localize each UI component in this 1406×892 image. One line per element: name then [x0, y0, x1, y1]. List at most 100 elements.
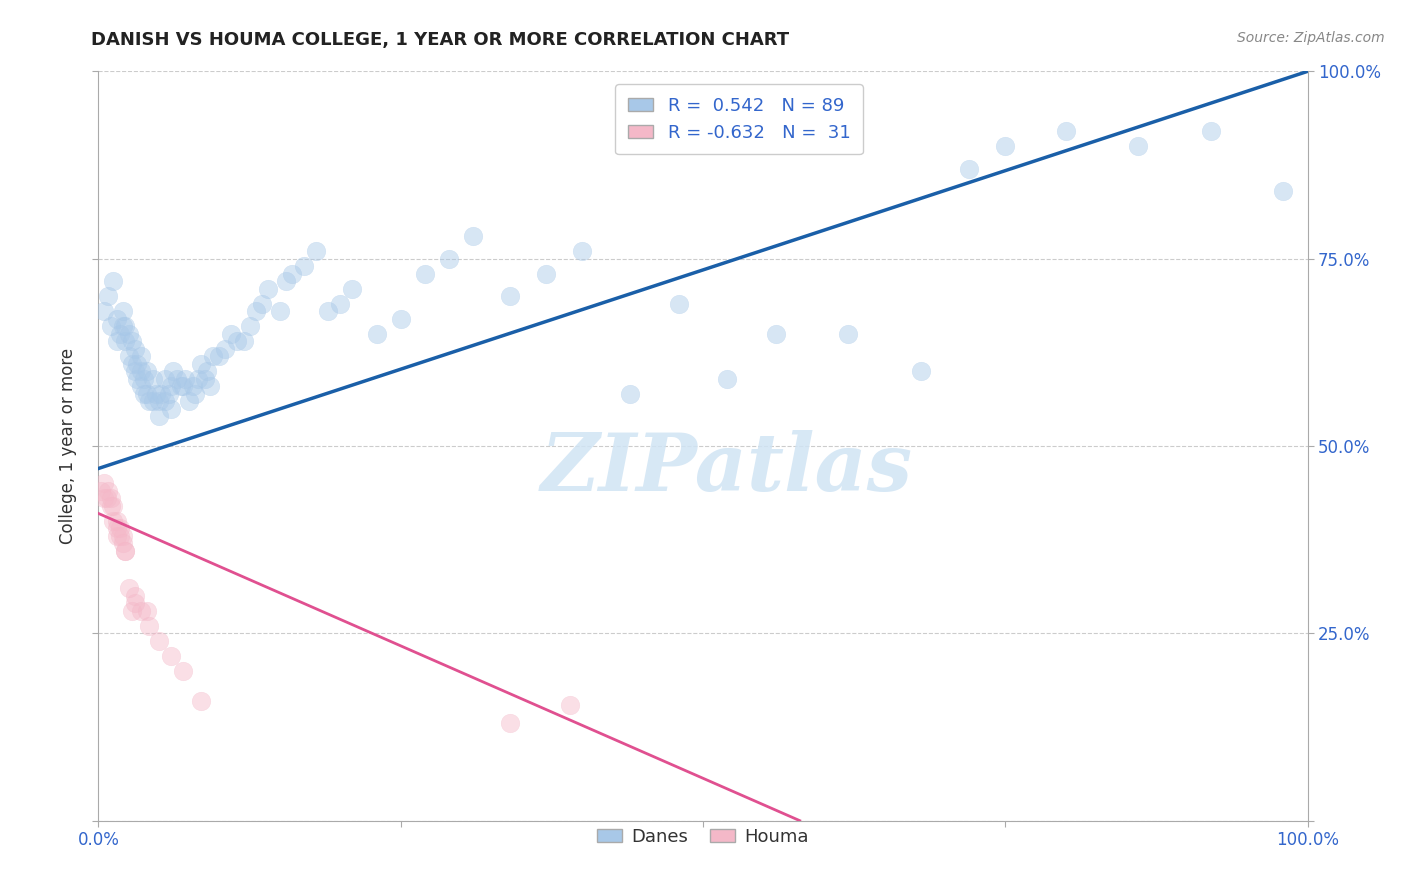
Point	[101, 514, 124, 528]
Point	[93, 491, 115, 506]
Point	[194, 371, 217, 385]
Point	[153, 371, 176, 385]
Point	[195, 364, 218, 378]
Point	[121, 357, 143, 371]
Point	[127, 357, 149, 371]
Point	[135, 604, 157, 618]
Y-axis label: College, 1 year or more: College, 1 year or more	[59, 348, 77, 544]
Point	[148, 409, 170, 423]
Point	[124, 342, 146, 356]
Point	[121, 604, 143, 618]
Point	[668, 296, 690, 310]
Point	[366, 326, 388, 341]
Point	[100, 499, 122, 513]
Point	[437, 252, 460, 266]
Point	[190, 694, 212, 708]
Point	[305, 244, 328, 259]
Point	[1272, 184, 1295, 198]
Point	[232, 334, 254, 348]
Point	[111, 529, 134, 543]
Point	[118, 326, 141, 341]
Point	[135, 364, 157, 378]
Point	[214, 342, 236, 356]
Point	[250, 296, 273, 310]
Point	[100, 491, 122, 506]
Point	[114, 319, 136, 334]
Point	[498, 289, 520, 303]
Point	[226, 334, 249, 348]
Point	[148, 394, 170, 409]
Point	[135, 386, 157, 401]
Point	[138, 394, 160, 409]
Point	[172, 379, 194, 393]
Point	[129, 604, 152, 618]
Point	[342, 282, 364, 296]
Point	[245, 304, 267, 318]
Point	[292, 259, 315, 273]
Point	[93, 476, 115, 491]
Point	[716, 371, 738, 385]
Point	[138, 619, 160, 633]
Point	[837, 326, 859, 341]
Point	[111, 319, 134, 334]
Point	[994, 139, 1017, 153]
Point	[105, 514, 128, 528]
Point	[105, 529, 128, 543]
Point	[124, 364, 146, 378]
Point	[160, 379, 183, 393]
Point	[571, 244, 593, 259]
Point	[534, 267, 557, 281]
Point	[910, 364, 932, 378]
Point	[142, 371, 165, 385]
Point	[150, 386, 173, 401]
Point	[957, 161, 980, 176]
Point	[108, 521, 131, 535]
Point	[316, 304, 339, 318]
Point	[105, 311, 128, 326]
Point	[100, 319, 122, 334]
Point	[184, 386, 207, 401]
Point	[114, 334, 136, 348]
Point	[96, 491, 118, 506]
Point	[162, 364, 184, 378]
Point	[142, 394, 165, 409]
Point	[118, 582, 141, 596]
Point	[129, 349, 152, 363]
Point	[121, 334, 143, 348]
Point	[114, 544, 136, 558]
Point	[1199, 124, 1222, 138]
Point	[558, 698, 581, 712]
Point	[129, 364, 152, 378]
Text: Source: ZipAtlas.com: Source: ZipAtlas.com	[1237, 31, 1385, 45]
Point	[413, 267, 436, 281]
Point	[169, 379, 191, 393]
Point	[124, 596, 146, 610]
Point	[1128, 139, 1150, 153]
Point	[202, 349, 225, 363]
Point	[93, 304, 115, 318]
Text: ZIPatlas: ZIPatlas	[541, 430, 914, 508]
Point	[389, 311, 412, 326]
Point	[157, 386, 180, 401]
Point	[619, 386, 641, 401]
Point	[190, 357, 212, 371]
Point	[105, 334, 128, 348]
Legend: Danes, Houma: Danes, Houma	[591, 821, 815, 853]
Point	[148, 633, 170, 648]
Point	[114, 544, 136, 558]
Point	[160, 648, 183, 663]
Point	[239, 319, 262, 334]
Point	[274, 274, 297, 288]
Point	[118, 349, 141, 363]
Point	[129, 379, 152, 393]
Point	[101, 274, 124, 288]
Point	[187, 371, 209, 385]
Point	[160, 401, 183, 416]
Text: DANISH VS HOUMA COLLEGE, 1 YEAR OR MORE CORRELATION CHART: DANISH VS HOUMA COLLEGE, 1 YEAR OR MORE …	[91, 31, 790, 49]
Point	[153, 394, 176, 409]
Point	[166, 371, 188, 385]
Point	[198, 379, 221, 393]
Point	[1054, 124, 1077, 138]
Point	[101, 499, 124, 513]
Point	[134, 371, 156, 385]
